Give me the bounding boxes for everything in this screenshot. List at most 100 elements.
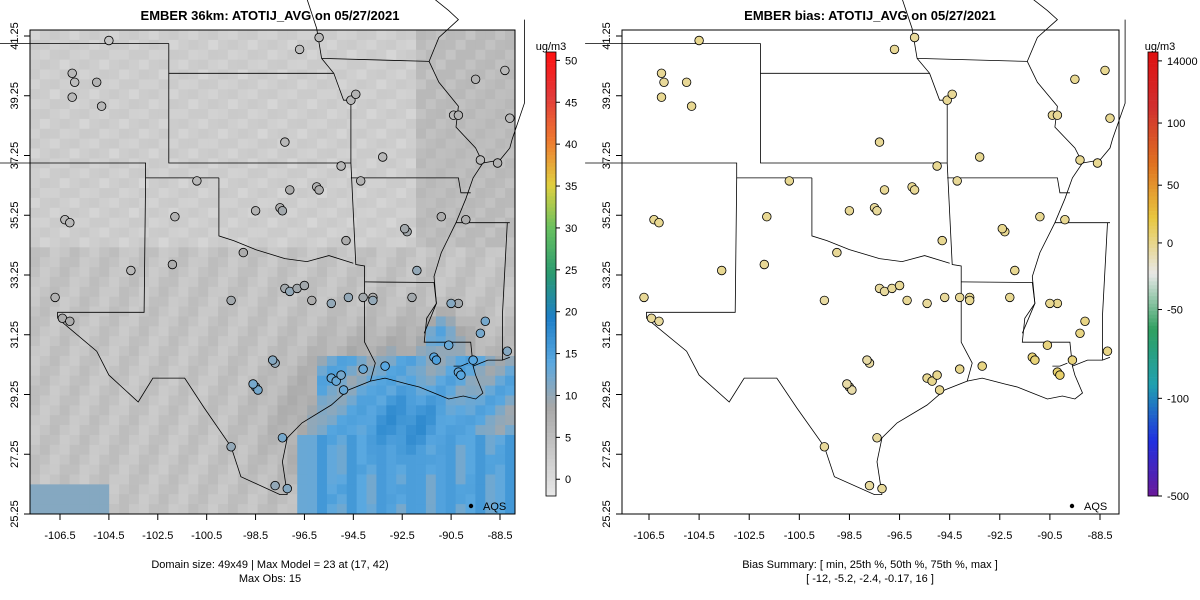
heatmap-cell	[247, 395, 259, 406]
station-point	[294, 44, 305, 55]
colorbar-tick-label: 14000	[1167, 56, 1198, 68]
heatmap-cell	[376, 434, 387, 446]
station-point	[1102, 346, 1113, 356]
heatmap-cell	[79, 464, 90, 475]
heatmap-cell	[485, 237, 496, 248]
heatmap-cell	[475, 316, 486, 327]
heatmap-cell	[495, 237, 506, 248]
heatmap-cell	[49, 444, 61, 456]
colorbar-segment	[546, 81, 556, 86]
heatmap-cell	[406, 30, 417, 41]
station-point	[874, 137, 885, 147]
heatmap-cell	[307, 306, 318, 317]
heatmap-cell	[416, 415, 427, 426]
heatmap-cell	[307, 504, 318, 515]
station-point	[65, 217, 75, 228]
heatmap-cell	[188, 227, 199, 238]
heatmap-cell	[99, 188, 110, 199]
heatmap-cell	[435, 504, 447, 515]
heatmap-cell	[406, 49, 417, 61]
heatmap-cell	[119, 109, 130, 120]
heatmap-cell	[485, 326, 496, 337]
heatmap-cell	[366, 30, 377, 41]
heatmap-cell	[69, 178, 80, 189]
heatmap-cell	[59, 326, 70, 337]
heatmap-cell	[475, 425, 486, 436]
heatmap-cell	[128, 504, 140, 515]
heatmap-cell	[267, 79, 278, 90]
heatmap-cell	[237, 494, 249, 505]
heatmap-cell	[416, 316, 427, 327]
heatmap-cell	[257, 49, 268, 61]
heatmap-cell	[237, 336, 249, 347]
heatmap-cell	[119, 504, 130, 515]
heatmap-cell	[287, 227, 298, 238]
colorbar-segment	[1148, 188, 1158, 193]
heatmap-cell	[99, 197, 110, 209]
heatmap-cell	[168, 296, 179, 307]
heatmap-cell	[356, 188, 367, 199]
heatmap-cell	[99, 454, 110, 466]
heatmap-cell	[396, 267, 407, 278]
heatmap-cell	[505, 178, 516, 189]
heatmap-cell	[366, 109, 377, 120]
heatmap-cell	[435, 336, 447, 347]
heatmap-cell	[247, 454, 259, 466]
colorbar-segment	[546, 348, 556, 352]
heatmap-cell	[465, 257, 476, 268]
heatmap-cell	[119, 425, 130, 436]
y-tick-label: 39.25	[601, 82, 613, 110]
heatmap-cell	[445, 316, 457, 327]
heatmap-cell	[317, 128, 328, 140]
heatmap-cell	[267, 109, 278, 120]
heatmap-cell	[346, 109, 358, 120]
station-point	[314, 185, 324, 195]
heatmap-cell	[208, 286, 219, 298]
heatmap-cell	[475, 59, 486, 70]
heatmap-cell	[485, 178, 496, 189]
heatmap-cell	[198, 217, 209, 228]
heatmap-cell	[346, 474, 358, 485]
heatmap-cell	[495, 30, 506, 41]
heatmap-cell	[445, 158, 457, 169]
heatmap-cell	[267, 494, 278, 505]
station-point	[1005, 292, 1015, 303]
heatmap-cell	[69, 444, 80, 456]
heatmap-cell	[435, 138, 447, 149]
heatmap-cell	[445, 99, 457, 110]
heatmap-cell	[168, 267, 179, 278]
heatmap-cell	[326, 395, 338, 406]
heatmap-cell	[128, 79, 140, 90]
heatmap-cell	[475, 89, 486, 100]
station-point	[436, 211, 447, 222]
heatmap-cell	[465, 504, 476, 515]
heatmap-cell	[257, 316, 268, 327]
colorbar-tick-label: 100	[1167, 118, 1185, 130]
heatmap-cell	[376, 109, 387, 120]
heatmap-cell	[416, 257, 427, 268]
station-point	[762, 211, 772, 222]
colorbar-segment	[546, 381, 556, 386]
colorbar-segment	[1148, 218, 1158, 223]
heatmap-cell	[227, 405, 239, 416]
heatmap-cell	[218, 276, 229, 288]
heatmap-cell	[416, 326, 427, 337]
x-tick-label: -98.5	[243, 530, 268, 542]
heatmap-cell	[416, 286, 427, 298]
heatmap-cell	[99, 504, 110, 515]
heatmap-cell	[208, 474, 219, 485]
colorbar-segment	[1148, 74, 1158, 79]
heatmap-cell	[49, 425, 61, 436]
heatmap-cell	[257, 178, 268, 189]
heatmap-cell	[168, 316, 179, 327]
heatmap-cell	[495, 99, 506, 110]
heatmap-cell	[30, 484, 41, 495]
heatmap-cell	[307, 375, 318, 386]
heatmap-cell	[445, 405, 457, 416]
heatmap-cell	[505, 227, 516, 238]
heatmap-cell	[237, 385, 249, 396]
heatmap-cell	[30, 99, 41, 110]
heatmap-cell	[435, 444, 447, 456]
heatmap-cell	[39, 286, 51, 298]
station-point	[1075, 155, 1085, 165]
